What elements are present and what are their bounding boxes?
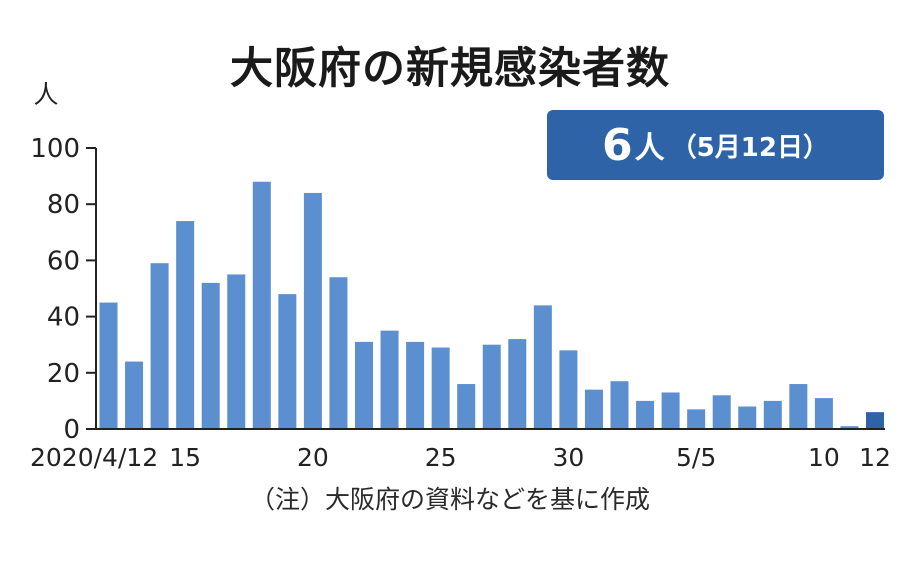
y-tick-label: 60: [47, 246, 80, 276]
bar-5-1: [584, 389, 603, 429]
bar-4-12: [99, 302, 118, 429]
y-tick-label: 20: [47, 359, 80, 389]
y-axis-unit-label: 人: [33, 80, 58, 109]
bar-4-30: [559, 350, 578, 429]
y-tick-label: 40: [47, 303, 80, 333]
source-note: （注）大阪府の資料などを基に作成: [249, 485, 650, 514]
bar-5-2: [610, 381, 629, 429]
badge-unit: 人: [634, 131, 665, 166]
bar-5-9: [789, 384, 808, 429]
bar-4-16: [201, 282, 220, 429]
bar-5-7: [738, 406, 757, 429]
y-tick-label: 100: [30, 134, 80, 164]
bar-5-11: [840, 426, 859, 429]
x-tick-label: 25: [425, 443, 457, 472]
bar-4-28: [508, 339, 527, 429]
bar-4-27: [482, 344, 501, 429]
bar-5-4: [661, 392, 680, 429]
x-tick-label: 2020/4/12: [30, 443, 158, 472]
bar-4-18: [252, 181, 271, 429]
latest-count-badge: 6 人 （5月12日）: [547, 110, 884, 180]
bar-5-5: [687, 409, 706, 429]
x-tick-label: 30: [552, 443, 584, 472]
x-tick-label: 15: [169, 443, 201, 472]
bar-5-3: [636, 400, 655, 429]
bar-4-22: [355, 341, 373, 429]
x-tick-label: 5/5: [676, 443, 716, 472]
chart-title: 大阪府の新規感染者数: [230, 44, 670, 94]
bar-4-20: [303, 192, 322, 429]
badge-value: 6: [602, 119, 633, 171]
y-tick-label: 80: [47, 190, 80, 220]
bar-4-25: [431, 347, 450, 429]
bar-4-15: [176, 221, 195, 429]
bar-4-24: [406, 341, 425, 429]
bar-5-8: [763, 400, 782, 429]
bar-4-17: [227, 274, 246, 429]
badge-date: （5月12日）: [670, 132, 829, 163]
bar-4-29: [533, 305, 552, 429]
bar-4-19: [278, 294, 297, 429]
x-tick-label: 12: [859, 443, 891, 472]
bar-5-10: [814, 398, 833, 429]
x-tick-label: 10: [808, 443, 840, 472]
bar-4-13: [125, 361, 144, 429]
bar-4-14: [150, 263, 169, 429]
bar-4-23: [380, 330, 399, 429]
y-tick-label: 0: [63, 415, 80, 445]
bar-4-21: [329, 277, 348, 429]
bar-5-6: [712, 395, 731, 429]
x-tick-label: 20: [297, 443, 329, 472]
bar-4-26: [457, 384, 476, 429]
highlight-bar: [866, 412, 884, 429]
